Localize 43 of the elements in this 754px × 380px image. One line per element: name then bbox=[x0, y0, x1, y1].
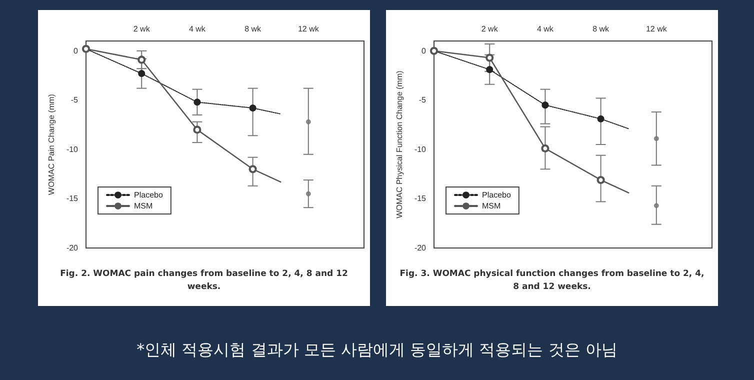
point bbox=[486, 54, 494, 62]
legend-label: MSM bbox=[134, 202, 153, 210]
point bbox=[597, 115, 604, 122]
x-tick-label: 2 wk bbox=[133, 24, 151, 34]
y-tick-label: -20 bbox=[66, 244, 79, 252]
point bbox=[306, 119, 311, 124]
y-tick-label: -20 bbox=[414, 244, 427, 252]
point bbox=[248, 165, 257, 174]
x-tick-label: 4 wk bbox=[188, 24, 206, 34]
point bbox=[542, 102, 549, 109]
x-tick-label: 12 wk bbox=[646, 24, 668, 34]
point bbox=[486, 66, 494, 74]
point bbox=[193, 126, 202, 134]
point bbox=[249, 104, 256, 112]
point bbox=[654, 203, 659, 208]
point bbox=[596, 176, 605, 184]
y-tick-label: -15 bbox=[66, 194, 79, 204]
y-tick-label: -5 bbox=[70, 96, 79, 105]
y-tick-label: 0 bbox=[422, 46, 427, 56]
y-axis-title: WOMAC Pain Change (mm) bbox=[47, 94, 56, 195]
y-tick-label: 0 bbox=[74, 46, 79, 56]
x-tick-label: 4 wk bbox=[536, 24, 554, 34]
x-tick-label: 12 wk bbox=[298, 24, 320, 34]
legend-label: Placebo bbox=[134, 190, 164, 200]
point bbox=[654, 136, 659, 142]
text: Fig. 3. WOMAC physical function changes from baseline to 2, 4, 8 and 12 weeks. bbox=[398, 268, 706, 294]
legend-label: Placebo bbox=[482, 190, 512, 200]
x-tick-label: 8 wk bbox=[244, 24, 262, 34]
point bbox=[306, 191, 311, 196]
point bbox=[138, 56, 146, 64]
legend-label: MSM bbox=[482, 202, 501, 210]
text: *인체 적용시험 결과가 모든 사람에게 동일하게 적용되는 것은 아님 bbox=[136, 340, 618, 361]
x-tick-label: 2 wk bbox=[481, 24, 499, 34]
y-tick-label: -10 bbox=[66, 144, 79, 154]
point bbox=[194, 98, 201, 106]
y-axis-title: WOMAC Physical Function Change (mm) bbox=[395, 70, 404, 218]
text: Fig. 2. WOMAC pain changes from baseline to 2, 4, 8 and 12 weeks. bbox=[59, 268, 349, 294]
y-tick-label: -10 bbox=[414, 144, 427, 154]
x-tick-label: 8 wk bbox=[592, 24, 610, 34]
point bbox=[138, 70, 146, 78]
y-tick-label: -5 bbox=[418, 96, 427, 105]
point bbox=[541, 144, 550, 152]
y-tick-label: -15 bbox=[414, 194, 427, 204]
